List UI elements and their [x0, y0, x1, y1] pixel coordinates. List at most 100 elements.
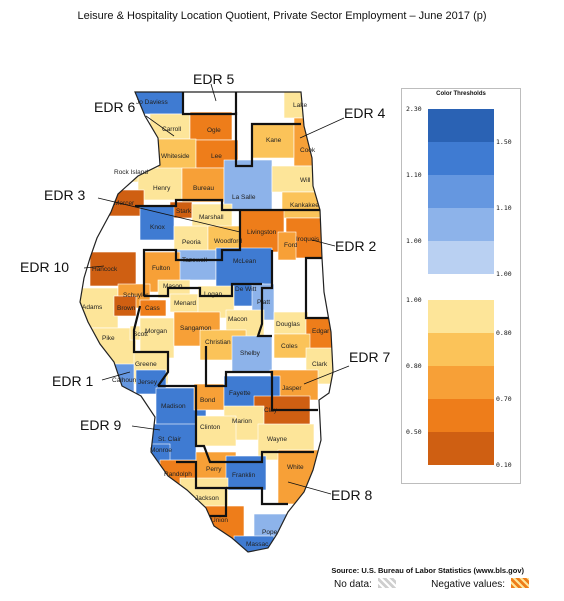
blue-scale-tick-2: 1.50: [496, 138, 512, 146]
orange-scale-swatch-3: [428, 366, 494, 399]
county-label-livingston: Livingston: [247, 229, 277, 236]
county-label-pope: Pope: [262, 529, 278, 536]
county-label-cass: Cass: [145, 305, 161, 312]
county-label-scott: Scott: [133, 331, 148, 338]
special-values-legend: No data: Negative values:: [334, 578, 529, 590]
map-title: Leisure & Hospitality Location Quotient,…: [77, 10, 487, 22]
blue-scale-swatch-3: [428, 175, 494, 208]
county-label-menard: Menard: [174, 300, 196, 307]
county-label-cook: Cook: [300, 147, 316, 154]
orange-scale-tick-1: 1.00: [406, 296, 422, 304]
county-woodford: [207, 225, 241, 251]
county-label-edgar: Edgar: [312, 328, 330, 335]
blue-scale-swatch-4: [428, 208, 494, 241]
edr-9-label: EDR 9: [80, 417, 121, 433]
county-label-monroe: Monroe: [150, 447, 172, 454]
county-tazewell: [175, 249, 217, 281]
county-label-fayette: Fayette: [229, 390, 251, 397]
edr-9-leader: [131, 425, 161, 431]
county-shelby: [231, 335, 273, 373]
county-mclean: [215, 247, 273, 289]
source-note: Source: U.S. Bureau of Labor Statistics …: [331, 566, 524, 575]
county-knox: [139, 205, 175, 241]
edr-boundary-12: [226, 486, 288, 506]
county-label-macon: Macon: [228, 316, 248, 323]
edr-3-label: EDR 3: [44, 187, 85, 203]
county-label-bond: Bond: [200, 397, 216, 404]
county-label-kankakee: Kankakee: [290, 202, 319, 209]
county-label-iroquois: Iroquois: [296, 236, 320, 243]
edr-10-label: EDR 10: [20, 259, 69, 275]
edr-boundary-9: [204, 346, 318, 412]
county-label-ogle: Ogle: [207, 127, 221, 134]
county-label-mclean: McLean: [233, 258, 257, 265]
edr-boundary-8: [132, 305, 170, 387]
edr-boundary-4: [142, 210, 242, 296]
county-label-whiteside: Whiteside: [161, 153, 190, 160]
county-label-piatt: Piatt: [257, 299, 270, 306]
county-label-bureau: Bureau: [193, 185, 214, 192]
county-label-will: Will: [300, 177, 311, 184]
edr-boundary-6: [304, 256, 333, 370]
county-label-franklin: Franklin: [232, 472, 256, 479]
county-label-pike: Pike: [102, 335, 115, 342]
county-label-perry: Perry: [206, 466, 222, 473]
county-label-jasper: Jasper: [282, 385, 302, 392]
color-thresholds-legend: Color Thresholds 2.30 1.50 1.10 1.10 1.00 1.0…: [401, 88, 521, 484]
county-label-mason: Mason: [163, 283, 183, 290]
negative-values-swatch: [510, 578, 529, 588]
county-label-rock-island: Rock Island: [114, 169, 148, 176]
county-label-mercer: Mercer: [114, 200, 135, 207]
edr-boundary-10: [158, 384, 314, 464]
county-label-shelby: Shelby: [240, 350, 261, 357]
blue-scale-tick-6: 1.00: [496, 270, 512, 278]
county-henry: [137, 167, 183, 201]
county-label-sangamon: Sangamon: [180, 325, 212, 332]
county-label-hancock: Hancock: [92, 266, 118, 273]
county-label-jo-daviess: Jo Daviess: [136, 99, 169, 106]
county-label-la-salle: La Salle: [232, 194, 256, 201]
county-label-de-witt: De Witt: [235, 286, 257, 293]
orange-scale-swatch-1: [428, 300, 494, 333]
county-label-morgan: Morgan: [145, 328, 167, 335]
county-brown: [113, 295, 137, 317]
edr-boundary-5: [256, 250, 274, 338]
edr-2-leader: [311, 239, 336, 247]
edr-boundary-2: [234, 92, 301, 168]
blue-scale-swatch-2: [428, 142, 494, 175]
orange-scale-tick-2: 0.80: [496, 329, 512, 337]
edr-6-leader: [145, 115, 175, 137]
county-will: [271, 165, 317, 193]
county-label-logan: Logan: [204, 291, 222, 298]
county-hancock: [89, 251, 137, 287]
county-label-union: Union: [211, 517, 228, 524]
no-data-swatch: [377, 578, 396, 588]
county-ford: [277, 231, 297, 261]
county-label-clark: Clark: [312, 361, 328, 368]
edr-boundary-1: [181, 92, 238, 116]
county-ogle: [189, 111, 233, 141]
county-label-st-clair: St. Clair: [158, 436, 182, 443]
county-label-fulton: Fulton: [152, 265, 170, 272]
no-data-label: No data:: [334, 579, 372, 590]
orange-scale-tick-4: 0.70: [496, 395, 512, 403]
county-label-greene: Greene: [135, 361, 157, 368]
county-label-white: White: [287, 464, 304, 471]
county-label-randolph: Randolph: [164, 471, 192, 478]
edr-8-leader: [287, 481, 332, 495]
edr-3-leader: [97, 197, 241, 233]
county-label-peoria: Peoria: [182, 239, 201, 246]
edr-5-label: EDR 5: [193, 71, 234, 87]
county-label-christian: Christian: [205, 339, 231, 346]
negative-values-label: Negative values:: [431, 579, 506, 590]
county-label-wayne: Wayne: [267, 436, 287, 443]
county-label-ford: Ford: [284, 242, 298, 249]
edr-8-label: EDR 8: [331, 487, 372, 503]
county-clinton: [195, 415, 237, 447]
county-label-brown: Brown: [117, 305, 136, 312]
edr-4-label: EDR 4: [344, 105, 385, 121]
county-label-adams: Adams: [82, 304, 103, 311]
county-label-coles: Coles: [281, 343, 298, 350]
county-label-woodford: Woodford: [214, 238, 242, 245]
